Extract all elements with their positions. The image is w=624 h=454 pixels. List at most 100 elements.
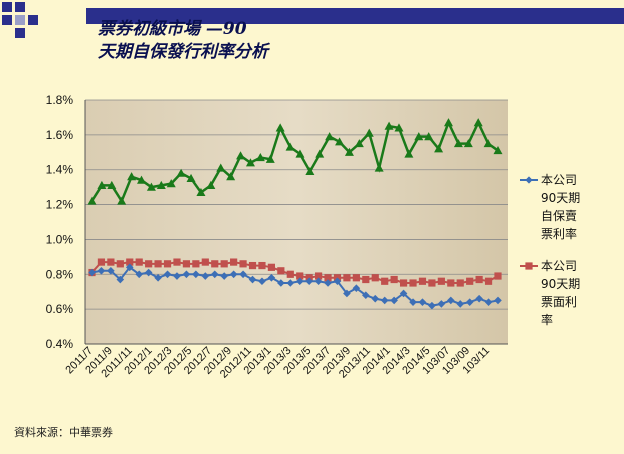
data-point-triangle [156, 180, 166, 189]
legend-label: 自保賣 [541, 208, 577, 223]
data-point-square [163, 260, 172, 268]
data-point-triangle [335, 137, 345, 146]
data-point-square [456, 279, 464, 287]
data-point-triangle [325, 132, 335, 141]
data-point-square [381, 277, 389, 285]
data-point-triangle [295, 149, 305, 158]
data-point-triangle [255, 153, 265, 162]
y-tick-label: 1.4% [46, 163, 74, 177]
data-point-diamond [163, 270, 172, 279]
data-point-triangle [424, 132, 434, 141]
data-point-square [343, 274, 351, 282]
data-point-square [267, 263, 275, 271]
data-point-diamond [399, 289, 408, 298]
decorative-squares [2, 2, 38, 38]
data-point-diamond [154, 273, 162, 282]
data-point-diamond [182, 270, 191, 279]
data-point-diamond [210, 270, 219, 279]
data-point-triangle [394, 123, 404, 132]
data-point-diamond [239, 270, 247, 279]
data-point-triangle [196, 187, 206, 196]
data-point-triangle [364, 128, 374, 137]
data-point-triangle [265, 154, 275, 163]
data-point-triangle [137, 175, 147, 184]
data-point-square [277, 267, 285, 275]
data-point-square [220, 260, 228, 268]
data-point-diamond [437, 300, 446, 308]
data-point-square [286, 270, 294, 278]
data-point-triangle [186, 173, 196, 183]
legend-label: 率 [541, 312, 553, 327]
slide-title: 票券初級市場 —90 天期自保發行利率分析 [98, 18, 268, 64]
data-point-diamond [525, 176, 533, 184]
data-point-square [182, 260, 191, 268]
data-point-triangle [414, 132, 424, 141]
data-point-triangle [236, 151, 246, 160]
data-point-square [135, 258, 143, 266]
data-point-triangle [344, 147, 354, 156]
data-point-triangle [146, 182, 156, 191]
data-point-triangle [206, 180, 216, 189]
data-point-diamond [465, 298, 474, 306]
data-point-square [447, 279, 455, 287]
legend-label: 90天期 [541, 277, 580, 291]
legend-label: 票面利 [541, 295, 577, 309]
data-point-diamond [343, 289, 351, 298]
data-point-diamond [286, 279, 295, 287]
data-point-square [116, 260, 124, 268]
data-point-triangle [354, 139, 364, 148]
data-point-triangle [493, 146, 503, 155]
data-point-square [201, 258, 209, 266]
data-point-square [248, 261, 257, 270]
data-point-triangle [453, 139, 463, 148]
data-point-square [211, 260, 219, 268]
data-point-square [409, 279, 417, 287]
y-tick-label: 1.6% [46, 128, 74, 142]
legend-label: 本公司 [541, 259, 577, 273]
data-point-diamond [456, 300, 465, 308]
data-point-diamond [277, 279, 285, 287]
data-point-square [154, 260, 162, 268]
data-point-square [107, 258, 115, 266]
legend-label: 票利率 [541, 226, 577, 241]
data-point-diamond [248, 275, 257, 284]
data-point-diamond [494, 296, 502, 305]
data-point-diamond [380, 296, 389, 305]
data-point-diamond [333, 277, 342, 286]
data-point-triangle [374, 163, 384, 172]
data-point-triangle [434, 144, 444, 153]
data-point-triangle [275, 123, 285, 132]
data-point-triangle [404, 149, 414, 158]
data-point-square [466, 277, 474, 285]
data-point-square [352, 274, 360, 282]
data-point-diamond [484, 298, 493, 306]
data-point-square [258, 261, 266, 270]
data-point-triangle [384, 121, 394, 130]
y-tick-label: 1.0% [46, 232, 74, 246]
data-point-diamond [144, 268, 153, 277]
data-point-diamond [295, 277, 304, 286]
data-point-triangle [226, 172, 236, 181]
data-point-diamond [267, 273, 276, 282]
data-point-diamond [371, 294, 380, 303]
data-point-square [475, 275, 483, 284]
data-point-square [525, 262, 533, 270]
data-point-diamond [220, 272, 228, 280]
data-point-diamond [125, 263, 134, 272]
title-line-1: 票券初級市場 —90 [98, 19, 247, 39]
data-point-diamond [446, 296, 455, 305]
title-bar [86, 8, 624, 24]
y-tick-label: 1.2% [46, 198, 74, 212]
data-point-diamond [88, 268, 96, 277]
data-point-triangle [87, 196, 97, 205]
data-point-diamond [390, 296, 398, 305]
y-tick-label: 0.4% [46, 337, 74, 351]
legend-label: 90天期 [541, 191, 580, 205]
data-point-diamond [229, 270, 238, 279]
data-point-triangle [216, 163, 226, 172]
data-point-diamond [192, 270, 200, 279]
data-point-square [324, 274, 332, 282]
data-point-square [484, 277, 493, 285]
data-point-square [296, 272, 304, 280]
